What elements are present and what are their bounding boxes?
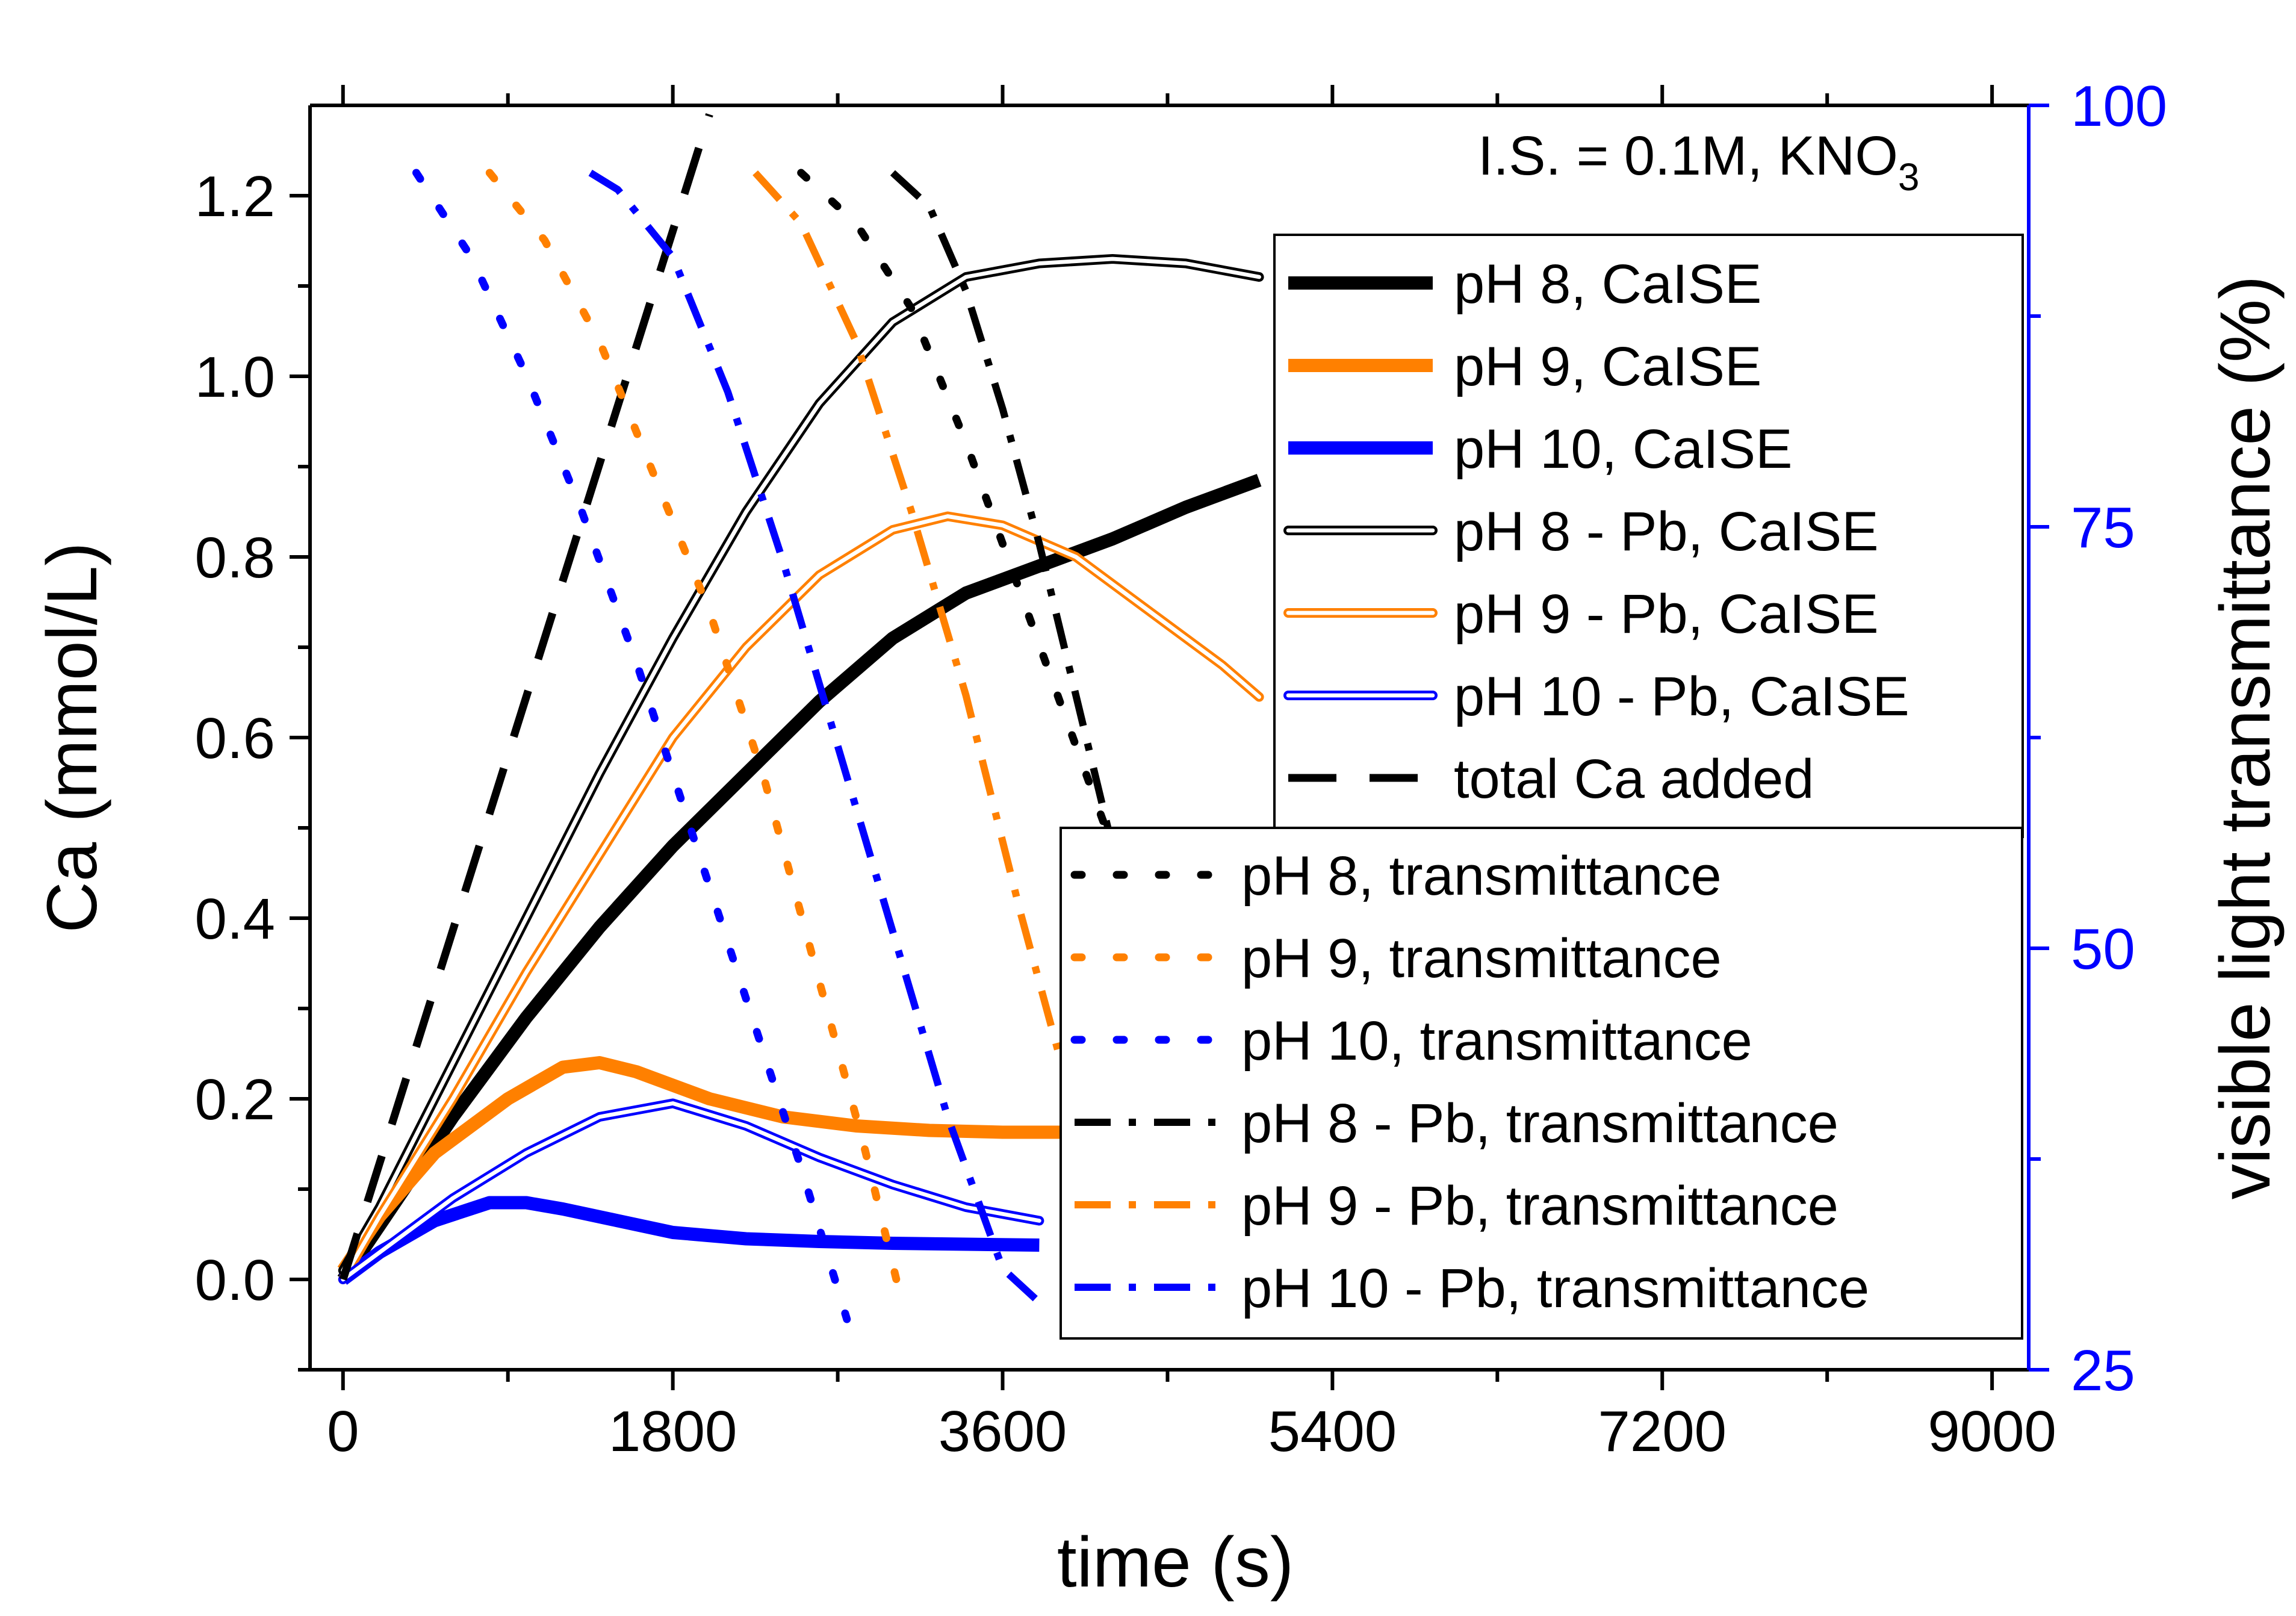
legend-label-ph-9-pb-transmittance: pH 9 - Pb, transmittance — [1241, 1175, 1838, 1237]
legend-label-ph-10-caise: pH 10, CaISE — [1454, 418, 1793, 480]
legend-label-ph-10-pb-transmittance: pH 10 - Pb, transmittance — [1241, 1258, 1869, 1319]
x-tick-label: 1800 — [609, 1399, 737, 1464]
series-ph-8-pb-caise-inner — [341, 256, 1261, 1273]
x-axis-title: time (s) — [1057, 1523, 1294, 1602]
annotations: I.S. = 0.1M, KNO3 — [1478, 125, 1920, 199]
legends: pH 8, CaISE pH 9, CaISE pH 10, CaISE pH 8 -… — [1060, 234, 2024, 1340]
y2-axis-title: visible light transmittance (%) — [2206, 276, 2285, 1200]
series-ph-9-transmittance — [485, 169, 906, 1307]
series-ph-10-pb-caise-inner — [341, 1101, 1041, 1282]
series-ph-10-transmittance — [412, 169, 851, 1323]
legend-label-ph-10-pb-caise: pH 10 - Pb, CaISE — [1454, 666, 1910, 727]
y-tick-label: 1.2 — [195, 164, 275, 229]
y2-tick-label: 100 — [2071, 74, 2167, 138]
y-tick-label: 0.0 — [195, 1248, 275, 1313]
y-axis-title: Ca (mmol/L) — [33, 542, 112, 933]
legend-label-ph-9-caise: pH 9, CaISE — [1454, 336, 1761, 397]
legend-label-total-ca-added: total Ca added — [1454, 748, 1814, 810]
legend-transmittance: pH 8, transmittance pH 9, transmittance pH… — [1060, 827, 2023, 1340]
x-tick-label: 7200 — [1598, 1399, 1727, 1464]
plot-marks — [337, 113, 1264, 1323]
ionic-strength-annotation: I.S. = 0.1M, KNO3 — [1478, 125, 1920, 199]
y-tick-label: 1.0 — [195, 345, 275, 409]
y2-tick-label: 75 — [2071, 496, 2135, 560]
x-tick-label: 3600 — [939, 1399, 1067, 1464]
legend-label-ph-9-pb-caise: pH 9 - Pb, CaISE — [1454, 583, 1879, 645]
legend-label-ph-8-transmittance: pH 8, transmittance — [1241, 845, 1722, 907]
series-ph-9-pb-caise-inner — [341, 514, 1261, 1282]
series-ph-8-pb-transmittance — [890, 170, 1116, 848]
series-ph-9-caise — [337, 1056, 1076, 1275]
axes: 0 1800 3600 5400 7200 9000 0.0 0.2 0.4 0.6 0.8 1.0 1… — [33, 74, 2285, 1602]
legend-transmittance-box — [1060, 827, 2023, 1340]
legend-label-ph-10-transmittance: pH 10, transmittance — [1241, 1010, 1752, 1072]
series-ph-10-caise — [339, 1196, 1040, 1285]
y2-tick-label: 25 — [2071, 1338, 2135, 1403]
y-tick-label: 0.4 — [195, 887, 275, 951]
x-tick-label: 9000 — [1928, 1399, 2056, 1464]
y-tick-label: 0.6 — [195, 706, 275, 771]
x-tick-label: 5400 — [1268, 1399, 1397, 1464]
series-ph-8-caise — [337, 474, 1262, 1284]
series-ph-8-transmittance — [797, 169, 1117, 851]
legend-label-ph-9-transmittance: pH 9, transmittance — [1241, 928, 1722, 989]
annotation-subscript: 3 — [1898, 155, 1920, 199]
series-total-ca-added — [339, 113, 713, 1281]
legend-label-ph-8-pb-caise: pH 8 - Pb, CaISE — [1454, 501, 1879, 562]
x-tick-label: 0 — [327, 1399, 359, 1464]
legend-label-ph-8-caise: pH 8, CaISE — [1454, 253, 1761, 315]
y-tick-label: 0.2 — [195, 1067, 275, 1132]
legend-ca: pH 8, CaISE pH 9, CaISE pH 10, CaISE pH 8 -… — [1273, 234, 2024, 838]
series-ph-9-pb-transmittance — [752, 170, 1061, 1051]
y2-tick-label: 50 — [2071, 917, 2135, 981]
legend-label-ph-8-pb-transmittance: pH 8 - Pb, transmittance — [1241, 1093, 1838, 1154]
y-tick-label: 0.8 — [195, 526, 275, 590]
